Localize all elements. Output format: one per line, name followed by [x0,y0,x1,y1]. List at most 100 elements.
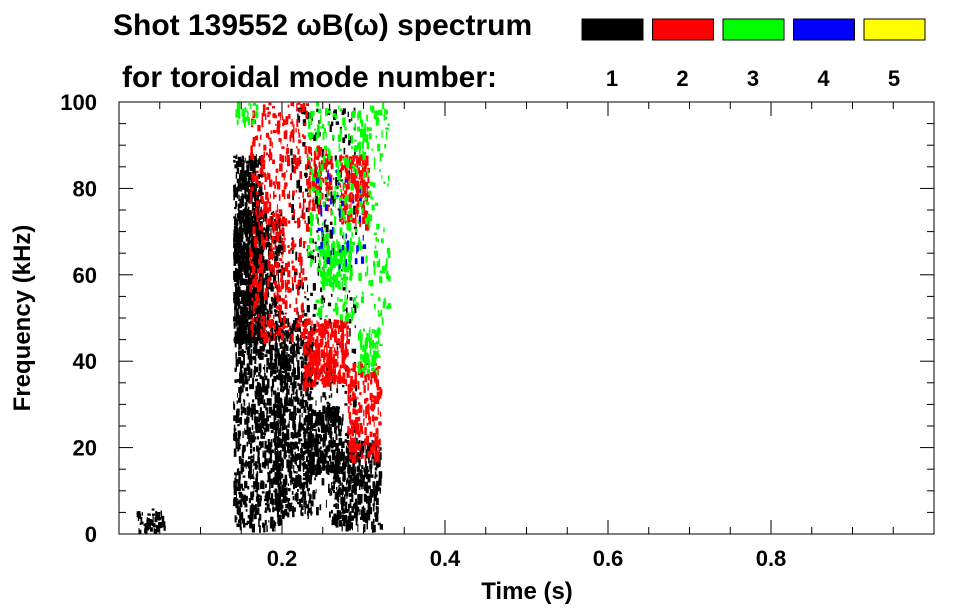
spectrum-mark-mode-1 [264,375,268,381]
spectrum-marks [136,102,391,534]
spectrum-mark-mode-1 [247,291,251,300]
spectrum-mark-mode-2 [319,183,322,191]
spectrum-mark-mode-2 [362,380,365,385]
legend-swatch-mode-3 [722,18,785,41]
spectrum-mark-mode-2 [266,278,269,287]
spectrum-mark-mode-1 [253,436,257,440]
spectrum-mark-mode-1 [286,333,289,342]
spectrum-mark-mode-2 [275,219,278,224]
spectrum-mark-mode-2 [278,209,282,214]
spectrum-mark-mode-2 [266,321,270,327]
spectrum-mark-mode-2 [295,146,298,149]
spectrum-mark-mode-1 [361,513,365,519]
spectrum-mark-mode-1 [290,399,294,407]
spectrum-mark-mode-1 [295,335,298,341]
spectrum-mark-mode-1 [284,369,288,378]
spectrum-mark-mode-1 [244,182,247,188]
spectrum-mark-mode-3 [342,117,346,126]
spectrum-mark-mode-1 [293,414,295,420]
spectrum-mark-mode-1 [287,353,290,358]
spectrum-mark-mode-1 [285,419,287,423]
spectrum-mark-mode-1 [284,474,288,480]
spectrum-mark-mode-1 [330,393,333,398]
spectrum-mark-mode-2 [272,271,274,275]
spectrum-mark-mode-2 [329,346,333,355]
spectrum-mark-mode-2 [303,198,306,203]
spectrum-mark-mode-2 [280,318,283,323]
spectrum-mark-mode-3 [309,212,313,219]
spectrum-mark-mode-1 [362,440,365,446]
spectrum-mark-mode-1 [288,400,290,407]
spectrum-mark-mode-1 [280,473,282,479]
spectrum-mark-mode-2 [376,454,380,463]
spectrum-mark-mode-1 [284,360,288,368]
spectrum-mark-mode-1 [247,274,251,277]
spectrum-mark-mode-1 [347,474,351,478]
spectrum-mark-mode-1 [279,480,281,485]
spectrum-mark-mode-1 [308,446,310,450]
spectrum-mark-mode-2 [348,161,351,170]
spectrum-mark-mode-1 [330,465,334,474]
spectrum-mark-mode-1 [269,353,273,361]
spectrum-mark-mode-1 [274,434,277,443]
spectrum-mark-mode-1 [246,247,248,253]
spectrum-mark-mode-2 [294,243,297,247]
spectrum-mark-mode-1 [259,191,261,197]
spectrum-mark-mode-2 [360,370,363,378]
spectrum-mark-mode-2 [375,428,377,435]
spectrum-mark-mode-1 [157,529,160,533]
spectrum-mark-mode-2 [297,280,301,287]
spectrum-mark-mode-1 [152,515,154,524]
spectrum-mark-mode-1 [296,446,299,450]
spectrum-mark-mode-1 [271,305,273,310]
spectrum-mark-mode-1 [374,475,377,479]
spectrum-mark-mode-1 [324,451,327,457]
spectrum-mark-mode-1 [274,448,276,455]
spectrum-mark-mode-1 [318,418,321,423]
spectrum-mark-mode-1 [291,491,294,495]
spectrum-mark-mode-1 [333,109,337,116]
spectrum-mark-mode-1 [257,398,260,404]
spectrum-mark-mode-1 [309,494,312,504]
spectrum-mark-mode-3 [371,204,375,211]
spectrum-mark-mode-1 [242,373,245,382]
spectrum-mark-mode-1 [281,504,284,509]
legend-swatch-mode-4 [793,18,855,41]
spectrum-mark-mode-1 [237,439,240,447]
spectrum-mark-mode-1 [313,451,315,456]
spectrum-mark-mode-1 [268,247,271,251]
spectrum-mark-mode-2 [280,237,283,241]
spectrum-mark-mode-2 [353,419,357,425]
spectrum-mark-mode-1 [254,325,256,334]
spectrum-mark-mode-1 [286,352,288,360]
spectrum-mark-mode-2 [346,369,349,378]
spectrum-mark-mode-2 [314,340,317,346]
spectrum-mark-mode-1 [277,506,281,511]
spectrum-mark-mode-1 [349,394,352,398]
spectrum-mark-mode-2 [373,421,375,428]
spectrum-mark-mode-1 [303,481,306,485]
spectrum-mark-mode-2 [280,271,283,277]
spectrum-mark-mode-3 [383,181,386,184]
spectrum-mark-mode-2 [324,158,329,167]
spectrum-mark-mode-1 [296,407,299,414]
spectrum-mark-mode-1 [270,296,273,302]
spectrum-mark-mode-1 [351,506,354,513]
spectrum-mark-mode-2 [317,151,319,161]
spectrum-mark-mode-2 [329,364,333,372]
spectrum-mark-mode-2 [302,381,305,387]
spectrum-mark-mode-1 [233,155,235,159]
spectrum-mark-mode-2 [352,363,356,372]
spectrum-mark-mode-2 [284,301,286,304]
spectrum-mark-mode-2 [257,314,260,318]
spectrum-mark-mode-1 [364,498,366,503]
spectrum-mark-mode-1 [309,453,313,462]
spectrum-mark-mode-2 [302,207,304,213]
spectrum-mark-mode-2 [318,327,321,336]
spectrum-mark-mode-1 [369,442,371,450]
spectrum-mark-mode-1 [292,496,295,501]
spectrum-mark-mode-2 [365,435,369,444]
spectrum-mark-mode-2 [278,194,281,201]
spectrum-mark-mode-1 [282,386,285,391]
spectrum-mark-mode-1 [262,355,264,360]
